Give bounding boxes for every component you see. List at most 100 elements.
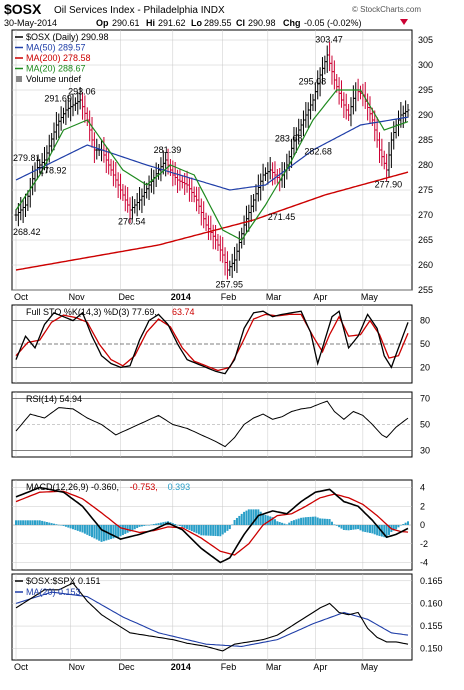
macd-histogram-bar	[67, 525, 70, 528]
price-annotation: 283.68	[275, 134, 303, 144]
price-annotation: 257.95	[215, 279, 243, 289]
month-label-top: Apr	[313, 292, 327, 302]
macd-histogram-bar	[385, 525, 388, 538]
macd-histogram-bar	[129, 525, 132, 532]
macd-histogram-bar	[402, 524, 405, 525]
macd-histogram-bar	[347, 525, 350, 531]
macd-histogram-bar	[45, 522, 48, 525]
rsi-tick-label: 70	[420, 394, 430, 404]
month-label-bottom: May	[361, 662, 379, 672]
macd-histogram-bar	[17, 520, 20, 525]
macd-histogram-bar	[190, 525, 193, 532]
month-label-bottom: Apr	[313, 662, 327, 672]
macd-histogram-bar	[22, 520, 25, 525]
macd-histogram-bar	[254, 509, 257, 525]
macd-histogram-bar	[335, 525, 338, 526]
price-axis-tick-label: 300	[418, 60, 433, 70]
macd-histogram-bar	[250, 509, 253, 525]
macd-histogram-bar	[357, 525, 360, 530]
macd-tick-label: 2	[420, 501, 425, 511]
macd-histogram-bar	[38, 520, 41, 525]
macd-histogram-bar	[36, 520, 39, 525]
macd-histogram-bar	[257, 509, 260, 525]
macd-histogram-bar	[102, 525, 105, 542]
macd-histogram-bar	[193, 525, 196, 533]
macd-histogram-bar	[397, 525, 400, 528]
volume-legend-label: Volume undef	[26, 74, 82, 84]
macd-histogram-bar	[359, 525, 362, 531]
price-annotation: 282.68	[304, 147, 332, 157]
rsi-legend-label: RSI(14) 54.94	[26, 394, 82, 404]
month-label-top: Nov	[69, 292, 86, 302]
macd-histogram-bar	[221, 525, 224, 535]
macd-histogram-bar	[88, 525, 91, 537]
macd-histogram-bar	[171, 523, 174, 525]
month-label-top: May	[361, 292, 379, 302]
macd-histogram-bar	[345, 525, 348, 531]
macd-histogram-bar	[319, 518, 322, 525]
macd-histogram-bar	[76, 525, 79, 531]
macd-histogram-bar	[224, 525, 227, 533]
macd-histogram-bar	[64, 525, 67, 527]
macd-histogram-bar	[326, 518, 329, 525]
macd-tick-label: 4	[420, 483, 425, 493]
macd-histogram-bar	[368, 525, 371, 533]
price-axis-tick-label: 255	[418, 285, 433, 295]
macd-histogram-bar	[136, 525, 139, 529]
macd-histogram-bar	[83, 525, 86, 534]
stochastic-legend-label: Full STO %K(14,3) %D(3) 77.69,	[26, 307, 157, 317]
macd-histogram-bar	[26, 520, 29, 525]
macd-histogram-bar	[245, 510, 248, 525]
month-label-top: Mar	[266, 292, 282, 302]
price-annotation: 295.08	[299, 77, 327, 87]
macd-histogram-bar	[376, 525, 379, 536]
ma50-legend-label: MA(50) 289.57	[26, 43, 86, 53]
macd-histogram-bar	[292, 520, 295, 525]
watermark: © StockCharts.com	[352, 5, 421, 14]
high-label: Hi	[146, 18, 155, 28]
price-annotation: 291.69	[44, 94, 72, 104]
macd-histogram-bar	[240, 513, 243, 525]
macd-histogram-bar	[212, 525, 215, 536]
macd-histogram-bar	[86, 525, 89, 535]
price-annotation: 271.45	[268, 212, 296, 222]
macd-histogram-bar	[114, 525, 117, 538]
macd-histogram-bar	[378, 525, 381, 536]
macd-histogram-bar	[55, 524, 58, 525]
macd-histogram-bar	[110, 525, 113, 540]
macd-histogram-bar	[81, 525, 84, 533]
macd-histogram-bar	[48, 522, 51, 525]
price-annotation: 279.81	[13, 153, 41, 163]
macd-histogram-bar	[316, 517, 319, 525]
macd-histogram-bar	[340, 525, 343, 529]
macd-histogram-bar	[178, 525, 181, 526]
stochastic-tick-label: 50	[420, 339, 430, 349]
macd-histogram-bar	[43, 521, 46, 525]
macd-histogram-bar	[252, 509, 255, 525]
price-annotation: 278.92	[39, 165, 67, 175]
macd-histogram-bar	[133, 525, 136, 530]
price-annotation: 268.42	[13, 227, 41, 237]
macd-histogram-bar	[304, 517, 307, 525]
macd-histogram-bar	[69, 525, 72, 529]
ratio-legend-label: $OSX:$SPX 0.151	[26, 576, 101, 586]
macd-histogram-bar	[366, 525, 369, 533]
macd-histogram-bar	[228, 525, 231, 530]
stochastic-d-line	[15, 313, 409, 372]
macd-histogram-bar	[214, 525, 217, 537]
macd-histogram-bar	[119, 525, 122, 537]
month-label-bottom: Oct	[14, 662, 29, 672]
macd-histogram-bar	[383, 525, 386, 538]
macd-histogram-bar	[95, 525, 98, 540]
macd-histogram-bar	[176, 525, 179, 526]
macd-histogram-bar	[387, 525, 390, 535]
month-label-top: 2014	[171, 292, 191, 302]
macd-histogram-bar	[181, 525, 184, 527]
macd-histogram-bar	[15, 520, 17, 525]
macd-histogram-bar	[117, 525, 120, 537]
macd-histogram-bar	[404, 522, 407, 525]
macd-tick-label: -4	[420, 558, 428, 568]
macd-histogram-bar	[207, 525, 210, 536]
